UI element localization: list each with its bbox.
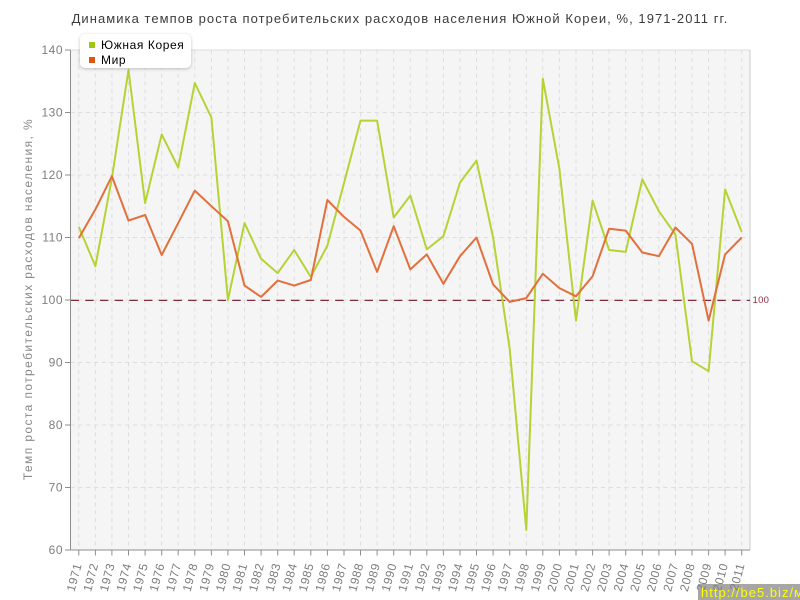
svg-text:60: 60 <box>49 543 63 557</box>
svg-text:140: 140 <box>41 43 63 57</box>
svg-text:130: 130 <box>41 106 63 120</box>
svg-text:120: 120 <box>41 168 63 182</box>
svg-text:100: 100 <box>753 295 770 306</box>
svg-text:100: 100 <box>41 293 63 307</box>
svg-text:90: 90 <box>49 356 63 370</box>
svg-text:70: 70 <box>49 481 63 495</box>
svg-text:2011: 2011 <box>727 562 748 592</box>
svg-text:80: 80 <box>49 418 63 432</box>
svg-text:110: 110 <box>42 231 63 245</box>
